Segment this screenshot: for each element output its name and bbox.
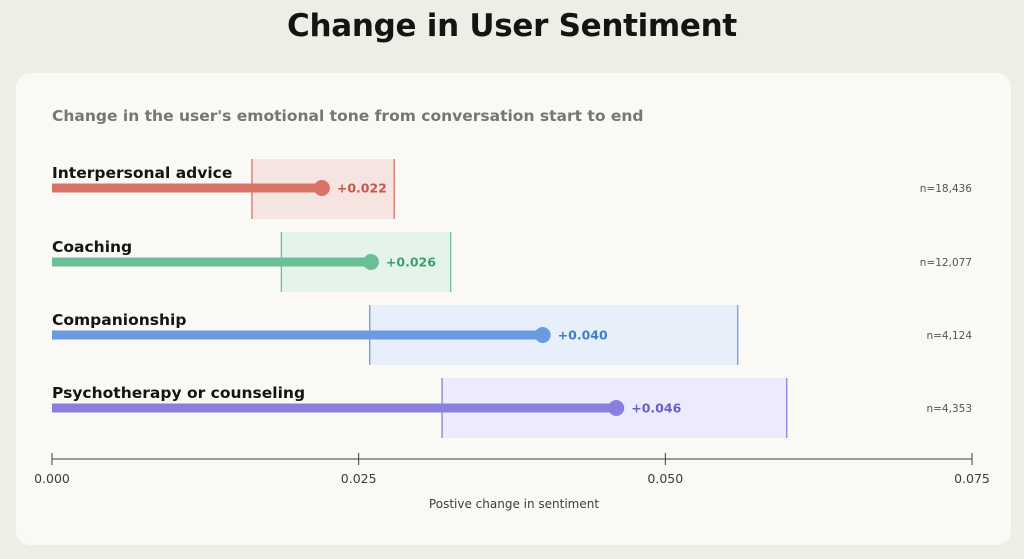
x-axis: 0.000 0.025 0.050 0.075 Postive change in se… <box>34 453 990 511</box>
bar-end-dot <box>313 180 330 196</box>
category-label: Coaching <box>52 238 132 256</box>
category-label: Interpersonal advice <box>52 164 232 182</box>
bar <box>52 257 371 267</box>
bar <box>52 183 322 193</box>
bar-end-dot <box>534 327 551 343</box>
bar-end-dot <box>362 254 379 270</box>
bar-end-dot <box>608 400 625 416</box>
n-label: n=4,124 <box>926 330 972 342</box>
value-label: +0.026 <box>386 255 436 270</box>
category-label: Companionship <box>52 311 186 329</box>
page-title: Change in User Sentiment <box>287 8 737 44</box>
value-label: +0.022 <box>337 181 387 196</box>
bars-group: Interpersonal advice +0.022 n=18,436 Coachi… <box>52 159 972 438</box>
x-tick-label: 0.050 <box>647 471 683 486</box>
x-tick-label: 0.075 <box>954 471 990 486</box>
bar <box>52 330 543 340</box>
n-label: n=18,436 <box>920 183 973 195</box>
bar <box>52 403 617 413</box>
x-axis-title: Postive change in sentiment <box>429 497 599 511</box>
chart-subtitle: Change in the user's emotional tone from… <box>52 107 644 125</box>
value-label: +0.046 <box>631 401 681 416</box>
n-label: n=12,077 <box>920 257 972 269</box>
n-label: n=4,353 <box>926 403 972 415</box>
value-label: +0.040 <box>558 328 608 343</box>
x-tick-label: 0.025 <box>341 471 377 486</box>
x-tick-label: 0.000 <box>34 471 70 486</box>
category-label: Psychotherapy or counseling <box>52 384 305 402</box>
